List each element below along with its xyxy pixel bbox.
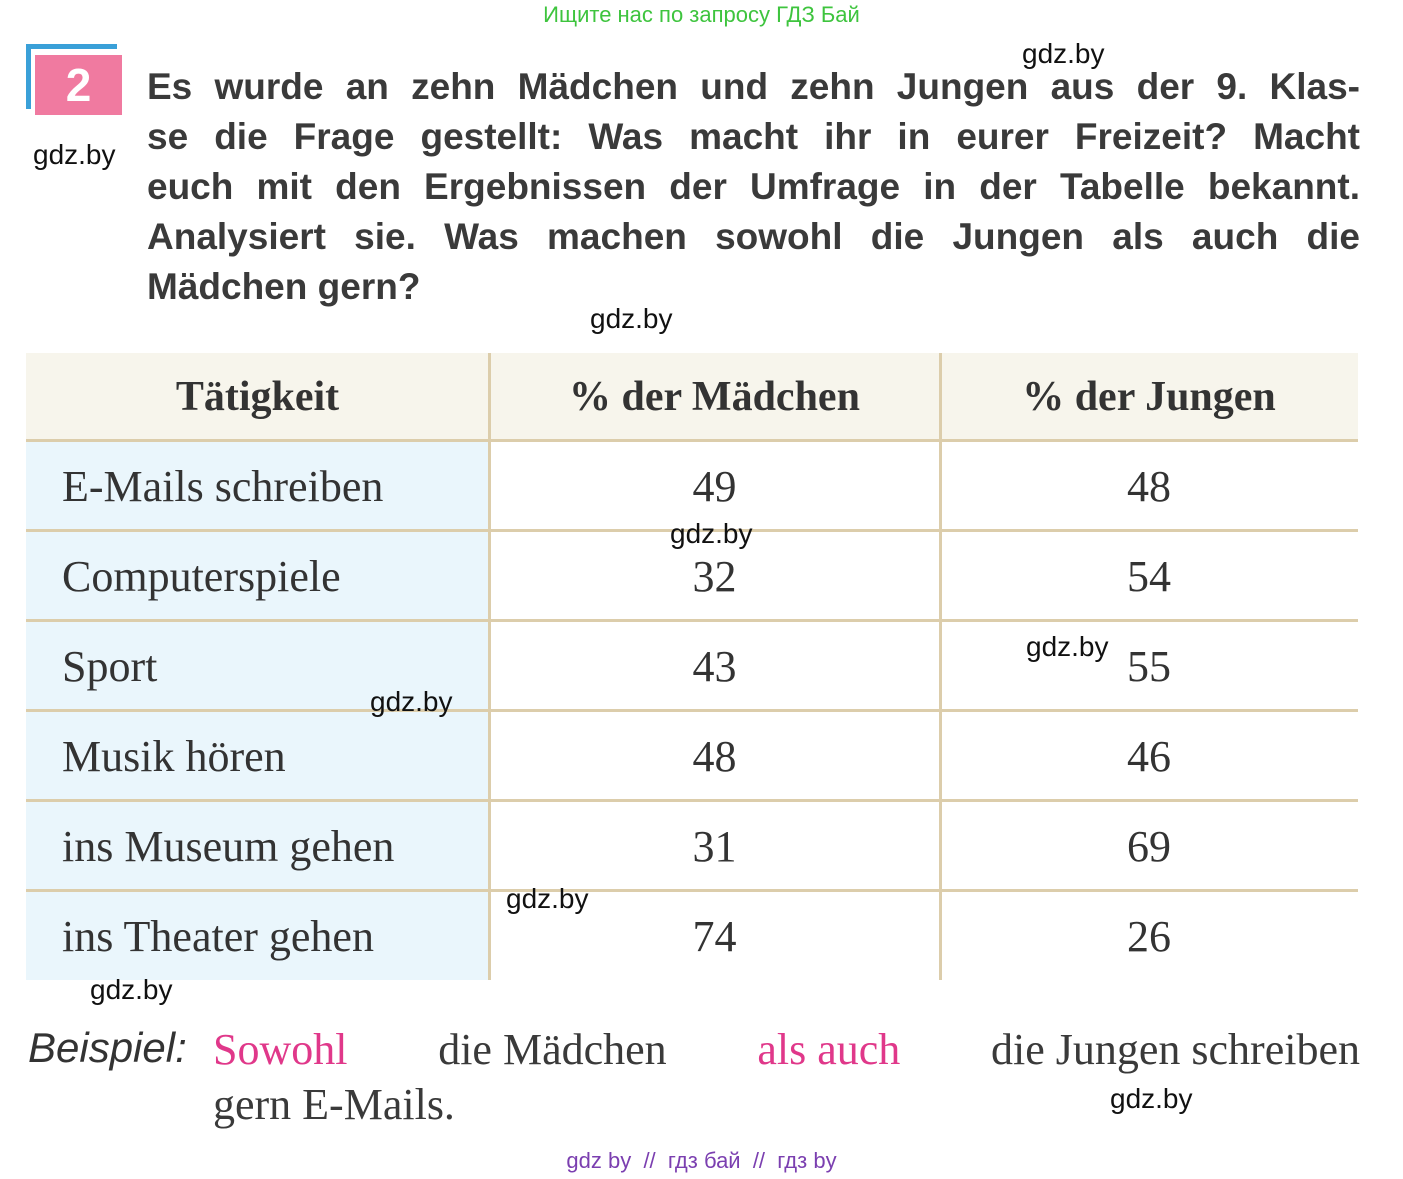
table-cell: 55 xyxy=(1127,641,1171,691)
column-line xyxy=(939,353,942,980)
example-line: gern E-Mails. xyxy=(213,1079,1360,1130)
table-cell: 26 xyxy=(1127,911,1171,961)
table-header-bg xyxy=(26,353,1358,440)
table-cell: 32 xyxy=(692,551,737,601)
table-header: % der Mädchen xyxy=(569,373,860,420)
row-line xyxy=(26,619,1358,622)
watermark: gdz.by xyxy=(90,974,173,1005)
table-cell: Computerspiele xyxy=(26,532,489,620)
watermark: gdz.by xyxy=(670,518,753,549)
row-line xyxy=(26,529,1358,532)
table-cell: ins Museum gehen xyxy=(26,802,489,890)
table-header: Tätigkeit xyxy=(175,373,340,420)
header: Ищите нас по запросу ГДЗ Бай xyxy=(543,2,860,27)
watermark: gdz.by xyxy=(1110,1083,1193,1114)
task-line: Analysiert sie. Was machen sowohl die Ju… xyxy=(147,216,1360,257)
task-line: Mädchen gern? xyxy=(147,266,421,307)
example-label: Beispiel: xyxy=(28,1024,187,1071)
watermark: gdz.by xyxy=(590,303,673,334)
row-line xyxy=(26,889,1358,892)
row-line xyxy=(26,439,1358,442)
watermark: gdz.by xyxy=(506,883,589,914)
row-line xyxy=(26,799,1358,802)
table-cell: 48 xyxy=(1127,461,1171,511)
table-cell: 31 xyxy=(692,821,737,871)
row-line xyxy=(26,709,1358,712)
example-line: Sowohl die Mädchen als auch die Jungen schr… xyxy=(213,1024,1360,1075)
table-cell: 43 xyxy=(692,641,737,691)
table-cell: 48 xyxy=(692,731,737,781)
table-cell: 46 xyxy=(1127,731,1171,781)
footer: gdz by // гдз бай // гдз by xyxy=(566,1148,837,1173)
table-cell: Musik hören xyxy=(26,712,489,800)
table-cell: ins Theater gehen xyxy=(26,892,489,980)
example-word: als auch xyxy=(757,1025,901,1074)
example-word: die Mädchen xyxy=(438,1025,667,1074)
table-cell: Sport xyxy=(26,622,489,710)
task-line: euch mit den Ergebnissen der Umfrage in … xyxy=(147,166,1360,207)
watermark: gdz.by xyxy=(1026,631,1109,662)
example-word: die Jungen schreiben xyxy=(991,1025,1360,1074)
table-cell: 49 xyxy=(692,461,737,511)
badge: 2 xyxy=(35,55,122,115)
example-word: gern E-Mails. xyxy=(213,1080,455,1129)
table-cell: 69 xyxy=(1127,821,1171,871)
task-line: Es wurde an zehn Mädchen und zehn Jungen… xyxy=(147,66,1360,107)
table-cell: E-Mails schreiben xyxy=(26,442,489,530)
table-cell: 54 xyxy=(1127,551,1171,601)
example-word: Sowohl xyxy=(213,1025,348,1074)
badge-outline xyxy=(26,44,117,109)
task-line: se die Frage gestellt: Was macht ihr in … xyxy=(147,116,1360,157)
watermark: gdz.by xyxy=(370,686,453,717)
table-cell: 74 xyxy=(692,911,737,961)
table-header: % der Jungen xyxy=(1022,373,1276,420)
watermark: gdz.by xyxy=(1022,38,1105,69)
watermark: gdz.by xyxy=(33,139,116,170)
column-line xyxy=(488,353,491,980)
